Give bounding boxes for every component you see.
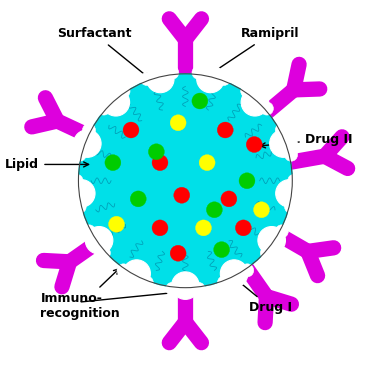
Circle shape	[123, 122, 139, 138]
Circle shape	[98, 246, 110, 259]
Circle shape	[221, 191, 237, 207]
Circle shape	[217, 73, 230, 85]
Circle shape	[166, 282, 179, 296]
Circle shape	[275, 225, 288, 238]
Circle shape	[220, 260, 248, 287]
Circle shape	[78, 74, 292, 288]
Circle shape	[239, 173, 255, 189]
Circle shape	[105, 155, 121, 171]
Circle shape	[206, 202, 222, 218]
Circle shape	[170, 245, 186, 261]
Circle shape	[171, 272, 199, 299]
Circle shape	[85, 227, 113, 254]
Circle shape	[82, 124, 95, 136]
Circle shape	[73, 200, 86, 213]
Circle shape	[130, 191, 146, 207]
Circle shape	[152, 220, 168, 236]
Text: Drug I: Drug I	[223, 269, 292, 314]
Circle shape	[236, 220, 251, 236]
Circle shape	[199, 155, 215, 171]
Text: Lipid: Lipid	[5, 158, 89, 171]
Circle shape	[152, 155, 168, 171]
Circle shape	[98, 102, 110, 115]
Circle shape	[67, 180, 95, 207]
Circle shape	[241, 85, 254, 98]
Circle shape	[275, 124, 288, 136]
Circle shape	[148, 144, 164, 160]
Circle shape	[140, 276, 153, 289]
Circle shape	[146, 65, 174, 93]
Circle shape	[254, 202, 269, 218]
Circle shape	[140, 73, 153, 85]
Circle shape	[241, 264, 254, 277]
Circle shape	[117, 264, 130, 277]
Circle shape	[288, 174, 301, 187]
Circle shape	[195, 220, 212, 236]
Circle shape	[73, 148, 86, 161]
Circle shape	[284, 200, 298, 213]
Circle shape	[192, 282, 205, 296]
Circle shape	[70, 174, 83, 187]
Circle shape	[170, 115, 186, 131]
Circle shape	[270, 130, 297, 157]
Circle shape	[217, 276, 230, 289]
Circle shape	[166, 66, 179, 79]
Circle shape	[246, 136, 262, 153]
Circle shape	[123, 260, 151, 287]
Circle shape	[109, 216, 124, 232]
Text: Drug II: Drug II	[261, 133, 352, 148]
Circle shape	[258, 227, 286, 254]
Circle shape	[74, 130, 101, 157]
Circle shape	[192, 66, 205, 79]
Text: Immuno-
recognition: Immuno- recognition	[40, 269, 120, 320]
Circle shape	[260, 246, 273, 259]
Text: Surfactant: Surfactant	[57, 27, 149, 78]
Circle shape	[241, 88, 269, 116]
Circle shape	[82, 225, 95, 238]
Text: Ramipril: Ramipril	[209, 27, 300, 75]
Circle shape	[102, 88, 130, 116]
Circle shape	[192, 93, 208, 109]
Circle shape	[197, 65, 224, 93]
Circle shape	[117, 85, 130, 98]
Circle shape	[284, 148, 298, 161]
Circle shape	[214, 242, 230, 258]
Circle shape	[217, 122, 233, 138]
Circle shape	[276, 180, 303, 207]
Circle shape	[174, 187, 190, 203]
Circle shape	[260, 102, 273, 115]
